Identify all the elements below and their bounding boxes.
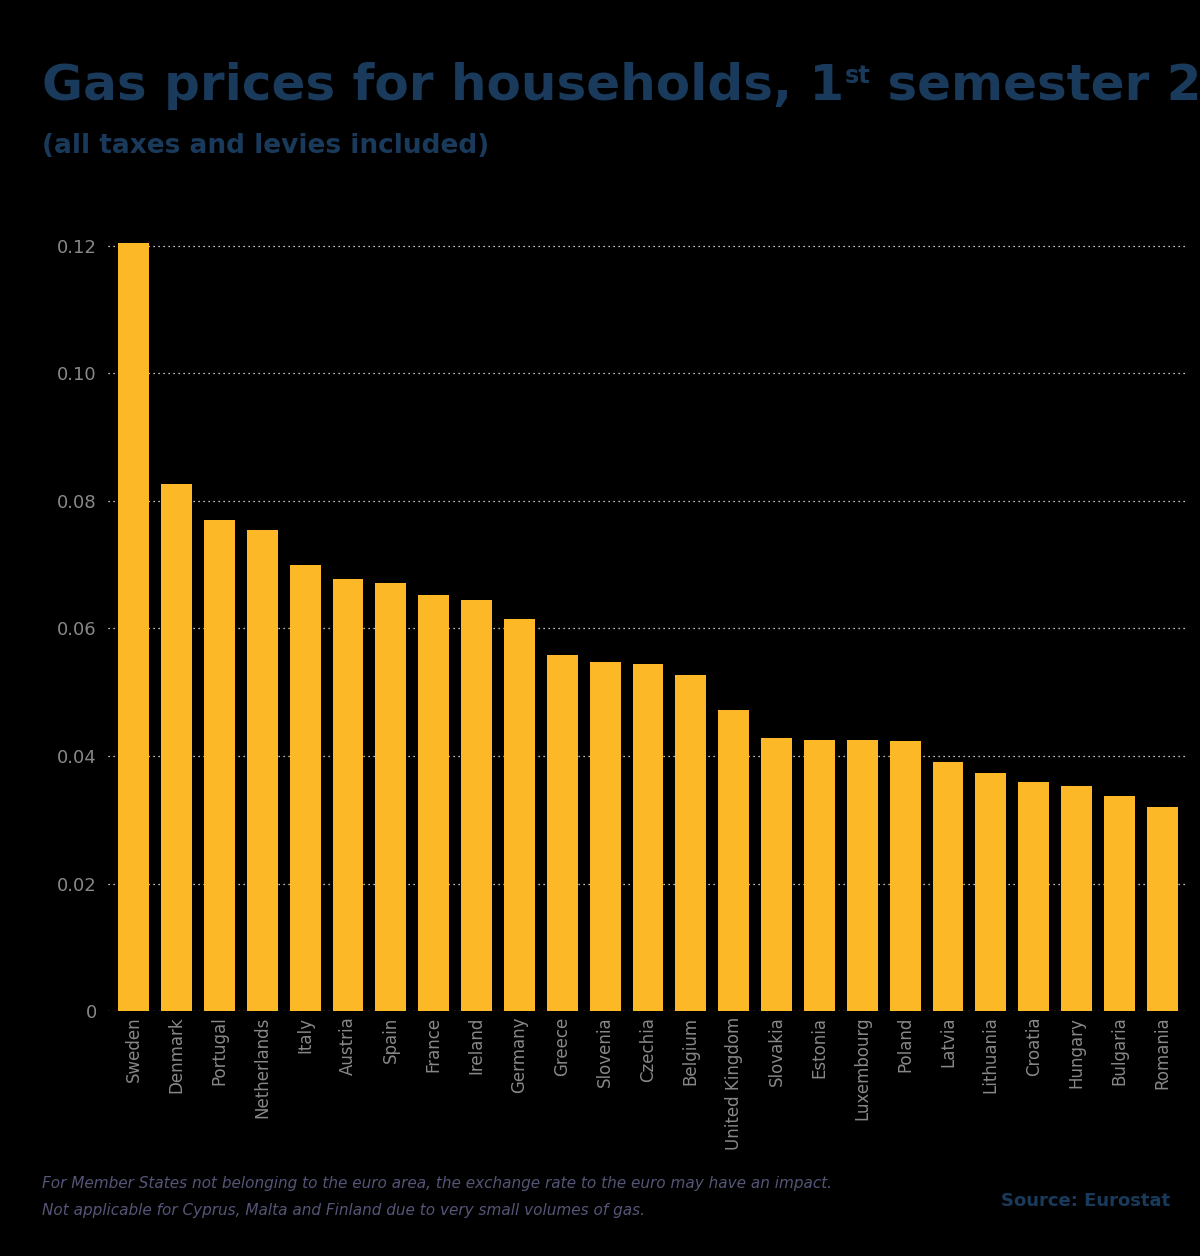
- Bar: [119, 242, 149, 1011]
- Bar: [847, 740, 877, 1011]
- Bar: [932, 762, 964, 1011]
- Bar: [804, 740, 835, 1011]
- Text: (all taxes and levies included): (all taxes and levies included): [42, 133, 490, 160]
- Bar: [1061, 786, 1092, 1011]
- Text: st: st: [845, 64, 870, 88]
- Text: Not applicable for Cyprus, Malta and Finland due to very small volumes of gas.: Not applicable for Cyprus, Malta and Fin…: [42, 1202, 646, 1217]
- Bar: [332, 579, 364, 1011]
- Text: For Member States not belonging to the euro area, the exchange rate to the euro : For Member States not belonging to the e…: [42, 1176, 832, 1191]
- Text: semester 2017 (EUR/kWh): semester 2017 (EUR/kWh): [870, 63, 1200, 111]
- Bar: [289, 565, 320, 1011]
- Bar: [889, 741, 920, 1011]
- Bar: [504, 619, 535, 1011]
- Bar: [547, 656, 577, 1011]
- Bar: [419, 595, 449, 1011]
- Bar: [676, 674, 707, 1011]
- Bar: [1019, 781, 1049, 1011]
- Bar: [376, 583, 407, 1011]
- Bar: [632, 663, 664, 1011]
- Bar: [1147, 808, 1177, 1011]
- Bar: [761, 739, 792, 1011]
- Text: Gas prices for households, 1: Gas prices for households, 1: [42, 63, 845, 111]
- Bar: [719, 710, 749, 1011]
- Bar: [247, 530, 277, 1011]
- Text: Source: Eurostat: Source: Eurostat: [1001, 1192, 1170, 1210]
- Bar: [589, 662, 620, 1011]
- Bar: [161, 484, 192, 1011]
- Bar: [204, 520, 235, 1011]
- Bar: [461, 600, 492, 1011]
- Bar: [1104, 796, 1135, 1011]
- Bar: [976, 774, 1007, 1011]
